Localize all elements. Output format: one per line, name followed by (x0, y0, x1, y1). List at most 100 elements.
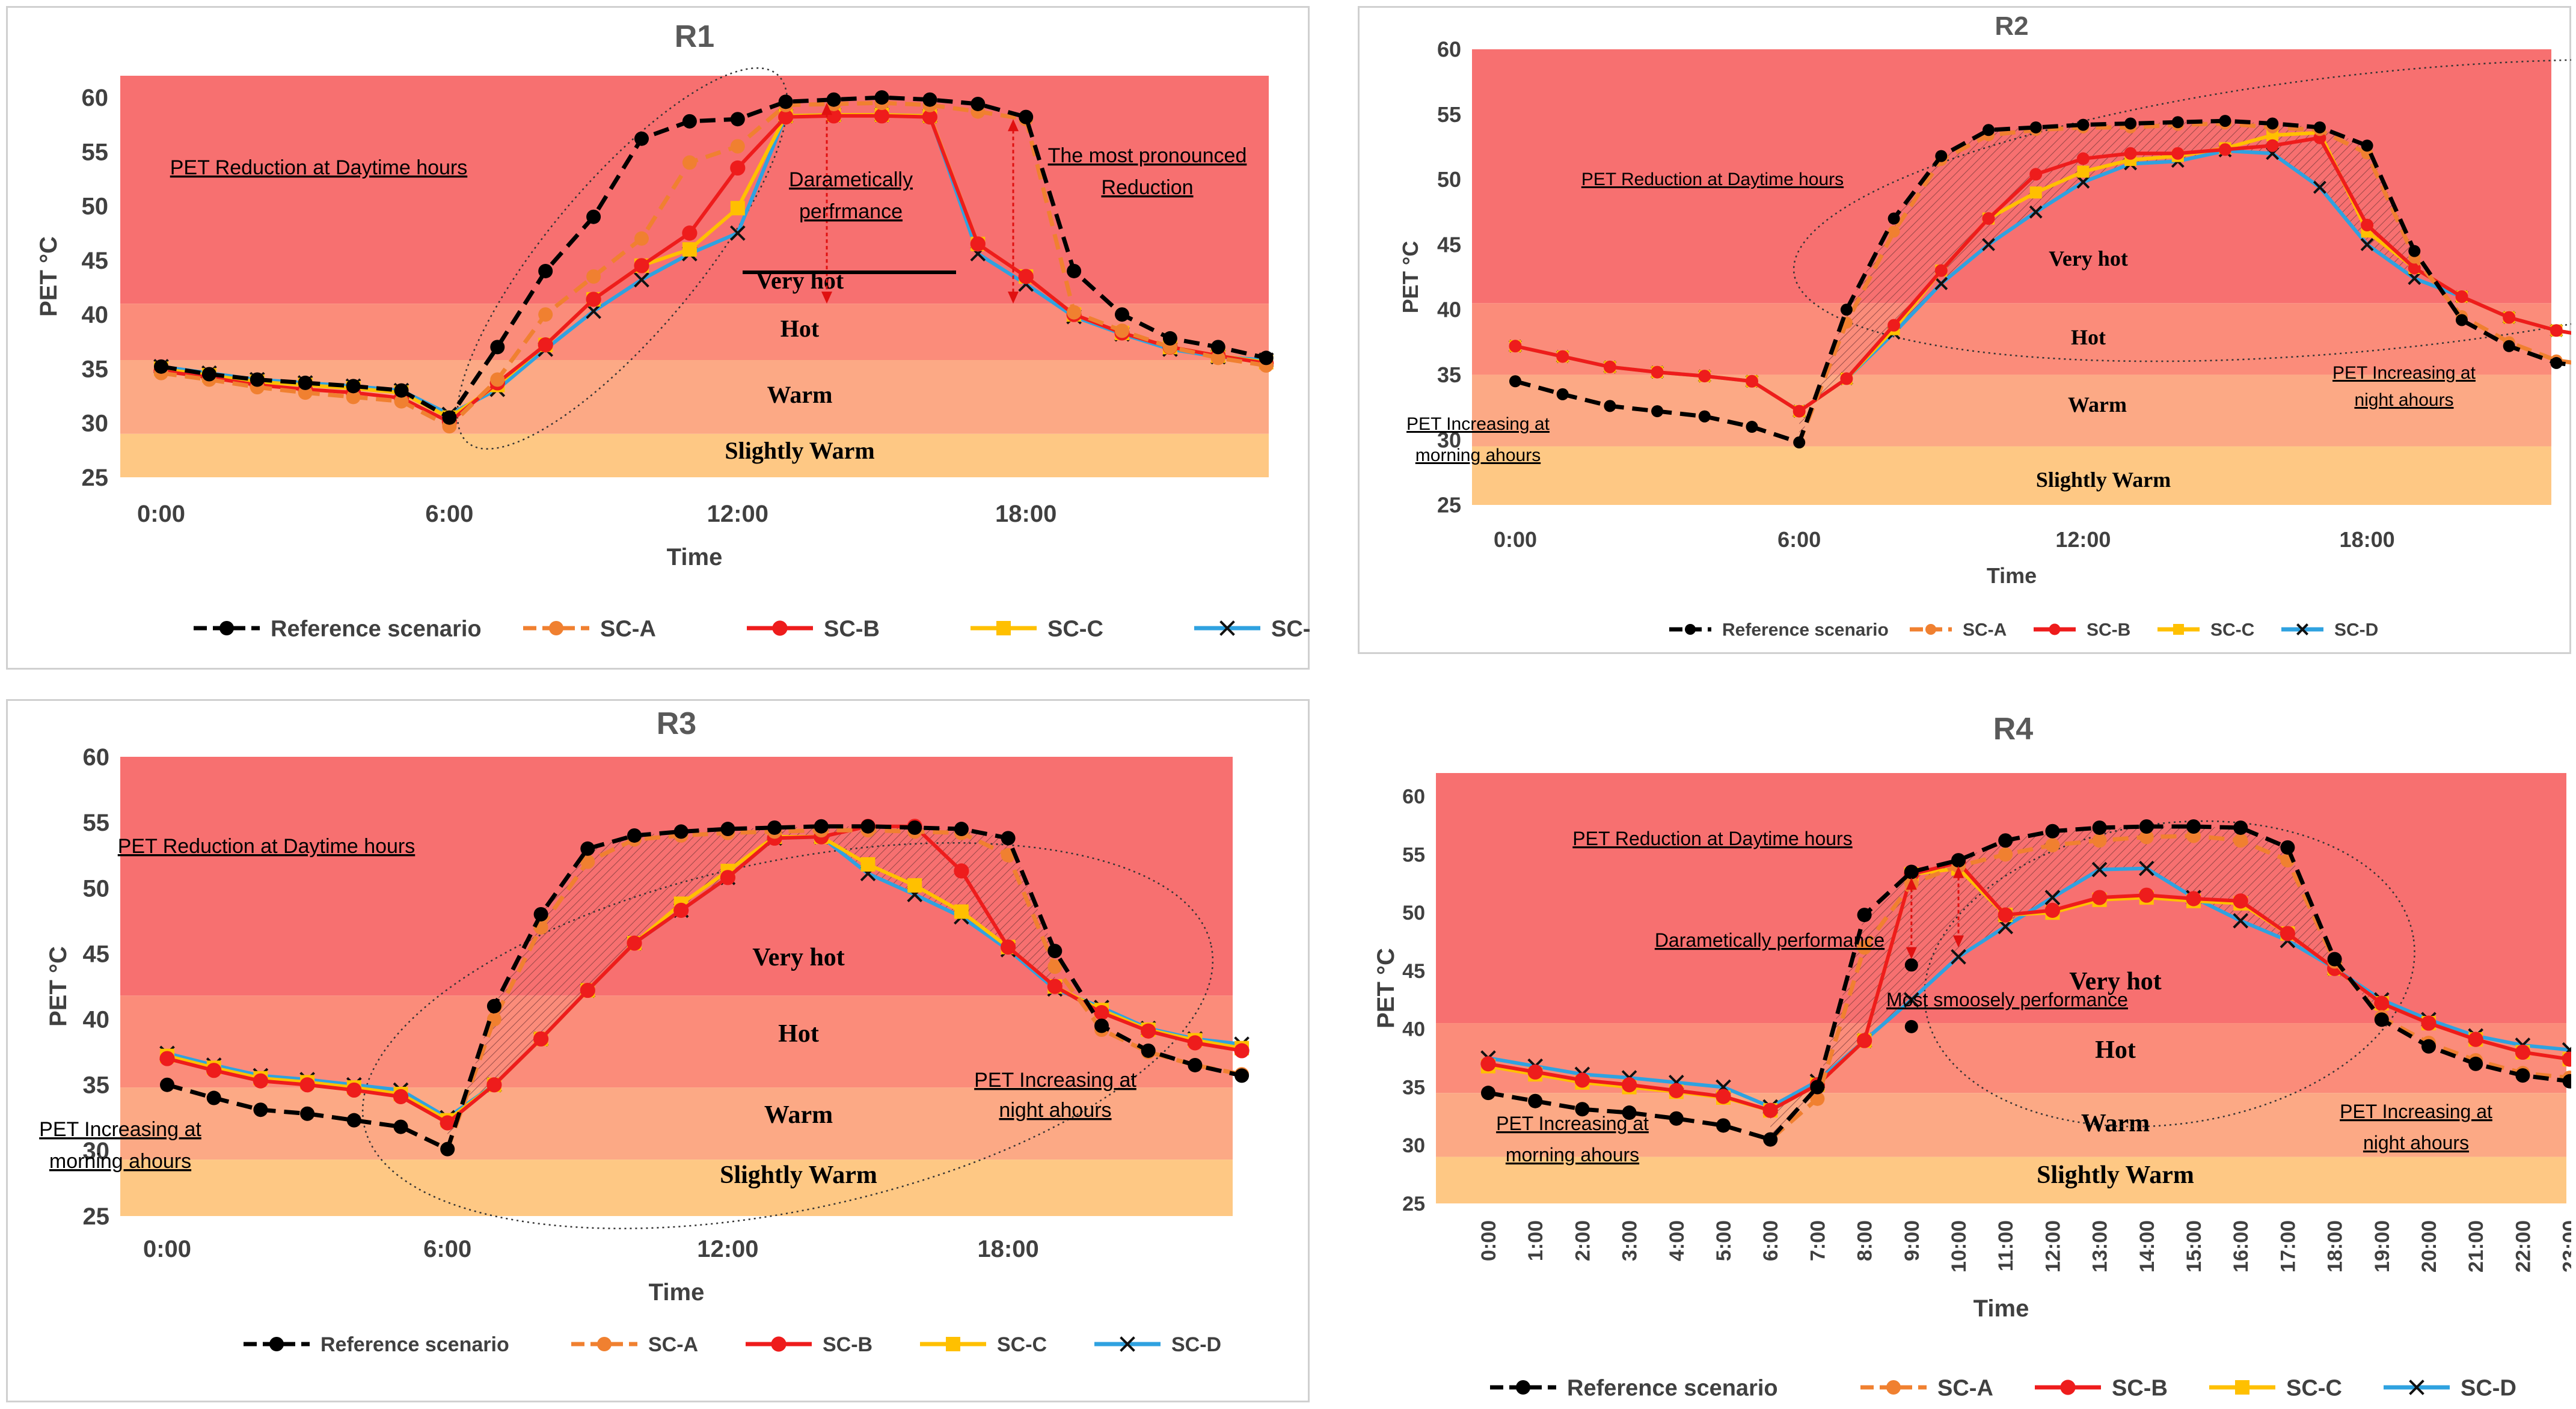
data-point (907, 878, 922, 893)
data-point (1651, 405, 1664, 418)
data-point (1698, 370, 1711, 383)
data-point (1604, 400, 1616, 412)
data-point (2550, 324, 2563, 337)
chart-title: R4 (1993, 712, 2034, 747)
legend-label: Reference scenario (1722, 620, 1889, 640)
data-point (634, 231, 649, 246)
chart-svg: R1 25 30 35 40 45 50 55 60 PET °C 0:00 6:00 12:00 18:… (6, 6, 1310, 670)
x-tick-label: 1:00 (1524, 1220, 1547, 1261)
data-point (860, 857, 876, 872)
data-point (1094, 1018, 1109, 1033)
x-tick-label: 4:00 (1666, 1220, 1688, 1261)
data-point (2029, 168, 2043, 181)
data-point (2266, 117, 2279, 130)
x-tick-label: 10:00 (1948, 1220, 1970, 1273)
y-axis-label: PET °C (1398, 241, 1423, 313)
data-point (729, 225, 746, 241)
data-point (1934, 264, 1948, 277)
x-tick-label: 15:00 (2183, 1220, 2206, 1273)
data-point (730, 201, 745, 216)
legend-label: Reference scenario (320, 1333, 509, 1356)
y-axis-label: PET °C (45, 946, 72, 1027)
zone-label: Very hot (2049, 246, 2128, 270)
hatched-difference-area (447, 826, 1055, 1149)
series-line (161, 100, 1267, 429)
x-tick-label: 0:00 (1494, 527, 1537, 552)
data-point (2045, 824, 2060, 839)
data-point (1019, 109, 1034, 124)
data-point (627, 935, 642, 951)
zone-label: Hot (2095, 1036, 2136, 1064)
hatched-difference-area (1770, 827, 2382, 1140)
chart-svg: R3 25 30 35 40 45 50 55 60 PET °C 0:00 6:00 12:00 18:… (6, 699, 1310, 1402)
data-point (1840, 372, 1853, 385)
data-point (538, 307, 553, 322)
data-point (970, 236, 986, 252)
data-point (1622, 1077, 1637, 1093)
data-point (2515, 1044, 2530, 1060)
data-point (2421, 1039, 2436, 1054)
x-tick-label: 0:00 (143, 1236, 191, 1262)
data-point (300, 1106, 315, 1121)
data-point (2468, 1056, 2483, 1071)
data-point (682, 242, 697, 257)
data-point (1018, 269, 1034, 284)
data-point (2550, 356, 2563, 369)
legend-item: SC-B (746, 1333, 872, 1356)
legend-item: SC-D (1094, 1333, 1221, 1356)
chart-title: R1 (675, 19, 714, 54)
chart-r3: R3 25 30 35 40 45 50 55 60 PET °C 0:00 6:00 12:00 18:… (6, 699, 1310, 1402)
data-point (954, 863, 969, 879)
zone-label: Very hot (2069, 968, 2162, 995)
data-point (2361, 139, 2373, 152)
data-point (538, 337, 553, 353)
data-point (1527, 1064, 1543, 1080)
data-point (971, 96, 986, 111)
data-point (1001, 939, 1016, 955)
legend-marker (2235, 1380, 2249, 1395)
y-tick-label: 30 (82, 411, 109, 437)
data-point (2361, 218, 2374, 231)
legend-label: SC-A (1963, 620, 2007, 640)
data-point (720, 870, 735, 885)
x-tick-label: 12:00 (2055, 527, 2111, 552)
data-point (2313, 121, 2326, 133)
data-point (1857, 1033, 1872, 1048)
x-tick-label: 12:00 (2041, 1220, 2064, 1273)
x-axis-label: Time (1987, 563, 2037, 588)
series-sc-a (154, 96, 1274, 434)
data-point (490, 340, 505, 355)
x-tick-label: 18:00 (2340, 527, 2395, 552)
annotation-text: night ahours (999, 1099, 1111, 1122)
legend-item: Reference scenario (1490, 1375, 1778, 1401)
y-tick-label: 25 (82, 465, 109, 491)
data-point (393, 1089, 409, 1104)
data-point (1840, 304, 1853, 316)
data-point (206, 1090, 221, 1105)
chart-svg: R2 25 30 35 40 45 50 55 60 PET °C 0:00 6:00 12:00 18:… (1358, 6, 2571, 654)
data-point (673, 902, 689, 918)
data-point (2044, 902, 2060, 918)
data-point (2139, 887, 2154, 903)
x-tick-label: 18:00 (995, 501, 1056, 527)
annotation-text: night ahours (2363, 1132, 2469, 1154)
chart-r1: R1 25 30 35 40 45 50 55 60 PET °C 0:00 6:00 12:00 18:… (6, 6, 1310, 670)
annotation-text: PET Reduction at Daytime hours (170, 156, 468, 179)
data-point (2408, 272, 2421, 286)
data-point (682, 225, 698, 241)
zone-label: Slightly Warm (2037, 1161, 2194, 1189)
data-point (2139, 819, 2154, 834)
series-reference-scenario (1509, 115, 2571, 449)
data-point (2503, 340, 2515, 352)
data-point (2029, 121, 2042, 133)
data-point (1574, 1072, 1590, 1088)
data-point (1210, 340, 1225, 355)
data-point (1793, 436, 1806, 449)
data-point (2045, 837, 2060, 852)
data-point (250, 372, 265, 387)
series-line (1515, 136, 2571, 414)
legend-item: SC-D (2281, 620, 2378, 640)
data-point (206, 1063, 222, 1078)
x-tick-label: 21:00 (2465, 1220, 2488, 1273)
data-point (160, 1077, 174, 1092)
